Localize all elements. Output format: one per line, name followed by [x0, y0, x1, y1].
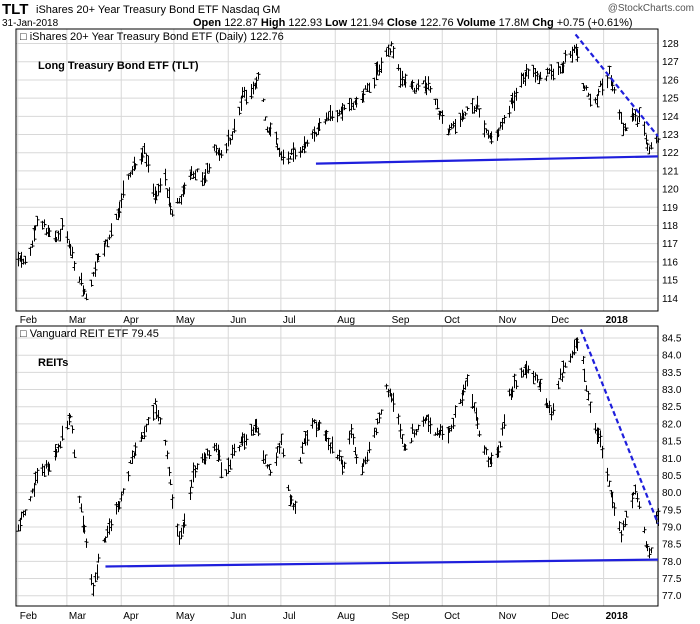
- close-label: Close: [386, 17, 417, 29]
- y-tick-label: 78.0: [662, 557, 682, 568]
- high-label: High: [260, 17, 286, 29]
- x-tick-label: Jun: [230, 315, 246, 326]
- x-tick-label: Nov: [499, 315, 517, 326]
- x-tick-label: Apr: [123, 315, 139, 326]
- y-tick-label: 84.5: [662, 334, 682, 345]
- plot-frame: [15, 325, 659, 607]
- change-label: Chg: [532, 17, 554, 29]
- y-tick-label: 82.0: [662, 419, 682, 430]
- close-value: 122.76: [419, 17, 454, 29]
- y-tick-label: 120: [662, 185, 679, 196]
- y-tick-label: 119: [662, 203, 678, 214]
- chart-panel-1: 114 115 116 117 118 119 120 121 122 123 124 125 126 1…: [15, 28, 679, 326]
- y-tick-label: 81.0: [662, 454, 682, 465]
- y-tick-label: 77.0: [662, 591, 682, 602]
- x-tick-label: Oct: [444, 315, 460, 326]
- y-tick-label: 77.5: [662, 574, 682, 585]
- x-tick-label: 2018: [606, 611, 629, 622]
- chart-header: TLT iShares 20+ Year Treasury Bond ETF N…: [0, 0, 700, 30]
- y-tick-label: 80.0: [662, 488, 682, 499]
- support-line: [315, 155, 659, 165]
- y-tick-label: 126: [662, 75, 679, 86]
- y-tick-label: 123: [662, 130, 679, 141]
- x-tick-label: Aug: [337, 611, 355, 622]
- y-tick-label: 84.0: [662, 351, 682, 362]
- ohlc-bars: [16, 337, 661, 597]
- open-label: Open: [193, 17, 222, 29]
- series-legend: □ Vanguard REIT ETF 79.45: [20, 328, 159, 340]
- volume-label: Volume: [456, 17, 496, 29]
- low-label: Low: [325, 17, 348, 29]
- y-tick-label: 115: [662, 276, 678, 287]
- series-legend: □ iShares 20+ Year Treasury Bond ETF (Da…: [20, 31, 284, 43]
- x-tick-label: Feb: [20, 315, 38, 326]
- volume-value: 17.8M: [498, 17, 530, 29]
- x-tick-label: Sep: [392, 315, 410, 326]
- chart-annotation: REITs: [38, 357, 68, 369]
- ohlc-bars: [16, 41, 661, 301]
- y-tick-label: 127: [662, 57, 679, 68]
- x-tick-label: Feb: [20, 611, 38, 622]
- y-tick-label: 81.5: [662, 437, 682, 448]
- change-value: +0.75 (+0.61%): [556, 17, 633, 29]
- x-tick-label: Jun: [230, 611, 246, 622]
- plot-frame: [15, 28, 659, 312]
- y-tick-label: 124: [662, 112, 679, 123]
- y-tick-label: 83.0: [662, 385, 682, 396]
- y-tick-label: 118: [662, 221, 678, 232]
- low-value: 121.94: [350, 17, 384, 29]
- open-value: 122.87: [224, 17, 258, 29]
- x-tick-label: Jul: [283, 611, 296, 622]
- x-tick-label: Mar: [69, 315, 87, 326]
- y-tick-label: 79.0: [662, 522, 682, 533]
- y-tick-label: 78.5: [662, 540, 682, 551]
- stockcharts-watermark: @StockCharts.com: [607, 3, 694, 14]
- y-tick-label: 125: [662, 94, 679, 105]
- downtrend-line: [579, 329, 660, 524]
- x-tick-label: Aug: [337, 315, 355, 326]
- x-tick-label: Dec: [551, 611, 569, 622]
- y-tick-label: 121: [662, 166, 679, 177]
- y-tick-label: 122: [662, 148, 679, 159]
- chart-panel-2: 77.0 77.5 78.0 78.5 79.0 79.5 80.0 80.5 81.0 81.5…: [15, 325, 682, 622]
- y-tick-label: 83.5: [662, 368, 682, 379]
- x-tick-label: May: [176, 611, 195, 622]
- x-tick-label: 2018: [606, 315, 629, 326]
- quote-date: 31-Jan-2018: [2, 18, 59, 29]
- y-tick-label: 114: [662, 294, 678, 305]
- security-name: iShares 20+ Year Treasury Bond ETF Nasda…: [36, 4, 281, 16]
- chart-annotation: Long Treasury Bond ETF (TLT): [38, 60, 199, 72]
- x-tick-label: Jul: [283, 315, 296, 326]
- support-line: [105, 558, 659, 568]
- ticker-symbol: TLT: [2, 1, 29, 18]
- high-value: 122.93: [288, 17, 323, 29]
- x-tick-label: Sep: [392, 611, 410, 622]
- downtrend-line: [574, 33, 659, 138]
- y-tick-label: 82.5: [662, 402, 682, 413]
- y-tick-label: 79.5: [662, 505, 682, 516]
- x-tick-label: Mar: [69, 611, 87, 622]
- x-tick-label: Nov: [499, 611, 517, 622]
- x-tick-label: Apr: [123, 611, 139, 622]
- x-tick-label: May: [176, 315, 195, 326]
- x-tick-label: Oct: [444, 611, 460, 622]
- x-tick-label: Dec: [551, 315, 569, 326]
- y-tick-label: 117: [662, 239, 678, 250]
- y-tick-label: 128: [662, 39, 679, 50]
- quote-values: Open 122.87 High 122.93 Low 121.94 Close…: [193, 17, 633, 29]
- y-tick-label: 116: [662, 257, 678, 268]
- y-tick-label: 80.5: [662, 471, 682, 482]
